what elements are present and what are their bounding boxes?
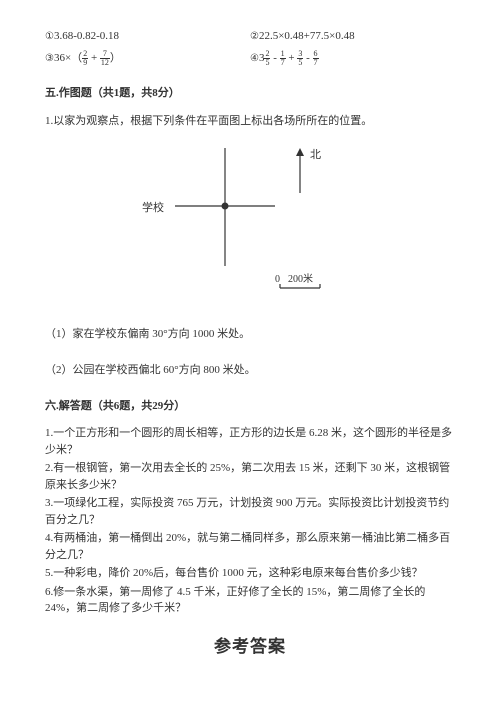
fraction: 67 <box>313 50 319 67</box>
school-label: 学校 <box>142 200 164 214</box>
exercise-expr: 22.5×0.48+77.5×0.48 <box>259 30 355 42</box>
section-6-questions: 1.一个正方形和一个圆形的周长相等，正方形的边长是 6.28 米，这个圆形的半径… <box>45 425 455 617</box>
exercise-1: ①3.68-0.82-0.18 <box>45 28 250 46</box>
north-arrow-head <box>296 148 304 156</box>
exercise-number: ① <box>45 29 54 45</box>
q-item: 1.一个正方形和一个圆形的周长相等，正方形的边长是 6.28 米，这个圆形的半径… <box>45 425 455 458</box>
diagram-container: 北 学校 0 200米 <box>45 138 455 308</box>
q-item: 6.修一条水渠，第一周修了 4.5 千米，正好修了全长的 15%，第二周修了全长… <box>45 584 455 617</box>
exercise-3: ③36×（29 + 712） <box>45 50 250 68</box>
exercise-number: ④ <box>250 51 259 67</box>
op: + <box>88 52 100 64</box>
expr-prefix: 36×（ <box>54 52 82 64</box>
op: - <box>303 52 312 64</box>
exercise-number: ③ <box>45 51 54 67</box>
section-5-sub1: （1）家在学校东偏南 30°方向 1000 米处。 <box>45 326 455 344</box>
fraction: 712 <box>100 50 110 67</box>
exercise-expr: 3.68-0.82-0.18 <box>54 30 119 42</box>
origin-point <box>222 203 229 210</box>
section-5-sub2: （2）公园在学校西偏北 60°方向 800 米处。 <box>45 362 455 380</box>
exercise-row-1: ①3.68-0.82-0.18 ②22.5×0.48+77.5×0.48 <box>45 28 455 46</box>
q-item: 3.一项绿化工程，实际投资 765 万元，计划投资 900 万元。实际投资比计划… <box>45 495 455 528</box>
q-item: 5.一种彩电，降价 20%后，每台售价 1000 元，这种彩电原来每台售价多少钱… <box>45 565 455 582</box>
expr-suffix: ） <box>110 52 121 64</box>
section-6-heading: 六.解答题（共6题，共29分） <box>45 398 455 416</box>
section-5-q1: 1.以家为观察点，根据下列条件在平面图上标出各场所所在的位置。 <box>45 113 455 131</box>
plane-diagram: 北 学校 0 200米 <box>130 138 370 308</box>
exercise-row-2: ③36×（29 + 712） ④325 - 17 + 35 - 67 <box>45 50 455 68</box>
op: + <box>286 52 298 64</box>
north-label: 北 <box>310 148 321 161</box>
exercise-4: ④325 - 17 + 35 - 67 <box>250 50 455 68</box>
exercise-number: ② <box>250 29 259 45</box>
scale-label: 200米 <box>288 272 313 285</box>
q-item: 4.有两桶油，第一桶倒出 20%，就与第二桶同样多，那么原来第一桶油比第二桶多百… <box>45 530 455 563</box>
section-5-heading: 五.作图题（共1题，共8分） <box>45 85 455 103</box>
answer-title: 参考答案 <box>45 633 455 660</box>
exercise-2: ②22.5×0.48+77.5×0.48 <box>250 28 455 46</box>
op: - <box>270 52 279 64</box>
q-item: 2.有一根钢管，第一次用去全长的 25%，第二次用去 15 米，还剩下 30 米… <box>45 460 455 493</box>
scale-zero: 0 <box>275 274 280 285</box>
